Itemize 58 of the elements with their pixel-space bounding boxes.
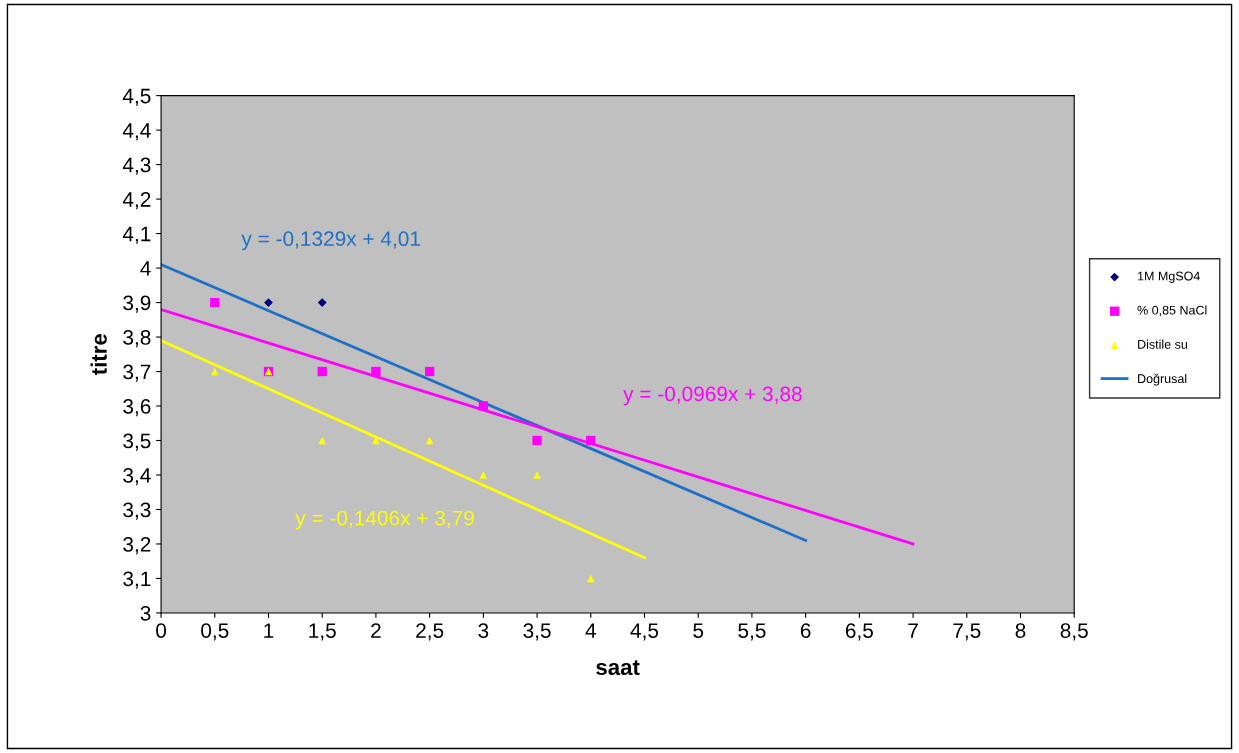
x-tick-label: 5: [693, 623, 704, 638]
y-tick-label: 4,2: [122, 192, 151, 210]
x-tick-label: 3: [478, 623, 489, 638]
x-tick-label: 1,5: [309, 623, 336, 641]
point: [210, 367, 219, 376]
point: [532, 435, 542, 446]
x-axis-title: saat: [596, 660, 640, 676]
legend-label: % 0,85 NaCl: [1137, 305, 1207, 317]
annotation: y = -0,0969x + 3,88: [623, 386, 802, 406]
x-tick-label: 4: [585, 623, 596, 638]
x-tick-label: 3,5: [523, 623, 551, 641]
legend-label: Distile su: [1138, 339, 1187, 349]
x-tick-label: 7: [908, 623, 918, 638]
x-tick-label: 5,5: [738, 623, 766, 641]
legend-label: 1M MgSO4: [1138, 271, 1200, 283]
x-tick-label: 2: [371, 623, 381, 638]
y-tick-label: 3,3: [123, 502, 151, 520]
point: [424, 366, 435, 377]
point: [533, 471, 541, 479]
x-tick-label: 8,5: [1060, 623, 1088, 641]
y-tick-label: 3,8: [123, 330, 151, 348]
y-tick-label: 3,7: [123, 364, 151, 382]
point: [317, 366, 327, 377]
y-tick-label: 3,9: [123, 295, 151, 313]
x-tick-label: 6,5: [845, 623, 873, 641]
x-tick-label: 6: [800, 623, 811, 638]
point: [371, 366, 381, 377]
x-tick-label: 7,5: [953, 623, 981, 641]
point: [210, 297, 220, 308]
y-tick-label: 3,2: [123, 536, 151, 555]
x-tick-label: 0,5: [201, 623, 229, 641]
point: [425, 436, 434, 445]
point: [318, 436, 327, 445]
point: [317, 298, 327, 307]
y-tick-label: 3,6: [123, 399, 151, 417]
y-tick-label: 4,4: [122, 123, 151, 141]
annotation: y = -0,1329x + 4,01: [241, 231, 420, 251]
x-tick-label: 0: [156, 623, 167, 638]
y-tick-label: 3,4: [123, 467, 151, 486]
point: [586, 574, 595, 583]
y-tick-label: 4,1: [122, 226, 151, 244]
point: [478, 401, 489, 411]
x-tick-label: 1: [264, 623, 274, 638]
x-tick-label: 2,5: [416, 623, 444, 641]
x-tick-label: 8: [1015, 623, 1026, 638]
point: [264, 298, 273, 307]
legend-label: Doğrusal: [1138, 373, 1187, 386]
y-tick-label: 4,3: [122, 157, 151, 175]
point: [479, 471, 488, 479]
annotation: y = -0,1406x + 3,79: [295, 510, 474, 530]
y-tick-label: 4,5: [122, 88, 151, 106]
y-tick-label: 3,1: [123, 571, 151, 589]
point: [586, 435, 596, 446]
y-tick-label: 3: [140, 605, 151, 621]
y-axis-title: titre: [90, 334, 107, 376]
y-tick-label: 3,5: [123, 433, 151, 451]
y-tick-label: 4: [140, 261, 151, 276]
x-tick-label: 4,5: [630, 623, 659, 641]
